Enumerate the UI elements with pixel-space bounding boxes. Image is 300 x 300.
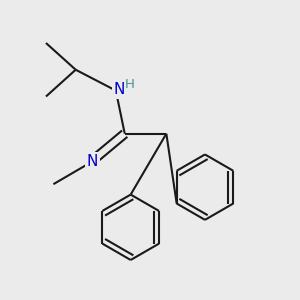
Text: N: N [87, 154, 98, 169]
Text: N: N [114, 82, 125, 97]
Text: H: H [125, 77, 135, 91]
